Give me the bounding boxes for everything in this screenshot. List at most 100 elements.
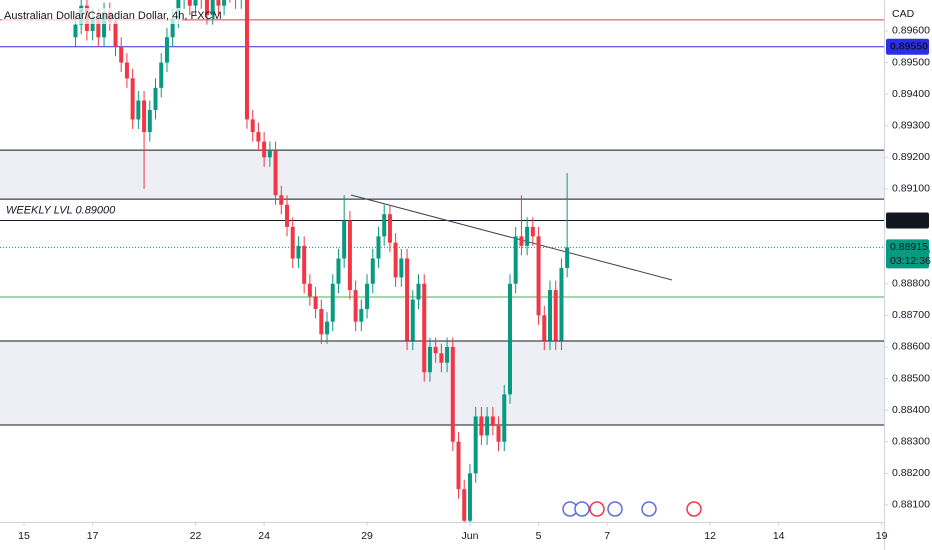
candle-body — [399, 258, 404, 278]
countdown: 03:12:36 — [890, 255, 931, 267]
y-tick-label: 0.89600 — [892, 25, 930, 37]
x-tick-label: Jun — [461, 530, 478, 542]
candle-body — [382, 214, 387, 237]
x-tick-label: 7 — [604, 530, 610, 542]
y-tick-label: 0.89500 — [892, 56, 930, 68]
event-icon — [686, 501, 702, 517]
candle-body — [244, 0, 249, 120]
candle-body — [502, 394, 507, 442]
candle-body — [456, 441, 461, 490]
y-tick-label: 0.89300 — [892, 120, 930, 132]
y-tick-label: 0.89100 — [892, 183, 930, 195]
y-tick-label: 0.88400 — [892, 404, 930, 416]
candle-body — [347, 220, 352, 291]
candle-body — [290, 226, 295, 259]
candle-body — [187, 0, 192, 6]
candle-body — [170, 18, 175, 38]
candle-body — [279, 195, 284, 205]
candle-body — [285, 204, 290, 227]
candle-body — [102, 12, 107, 38]
candle-body — [136, 100, 141, 120]
y-tick-label: 0.88300 — [892, 436, 930, 448]
candle-body — [273, 151, 278, 196]
x-tick-label: 5 — [536, 530, 542, 542]
candle-body — [124, 62, 129, 79]
candle-body — [256, 132, 261, 142]
candle-body — [513, 236, 518, 284]
level-label-bg — [886, 38, 929, 55]
candle-body — [422, 283, 427, 373]
candle-body — [336, 258, 341, 284]
x-tick-label: 22 — [190, 530, 202, 542]
candle-body — [210, 0, 215, 16]
candle-body — [142, 100, 147, 133]
candle-body — [496, 425, 501, 442]
candle-body — [204, 0, 209, 16]
chart-title: Australian Dollar/Canadian Dollar, 4h, F… — [4, 10, 222, 22]
candle-body — [553, 290, 558, 341]
x-tick-label: 17 — [87, 530, 99, 542]
candle-body — [547, 290, 552, 341]
candle-body — [490, 416, 495, 426]
y-tick-label: 0.88700 — [892, 309, 930, 321]
y-tick-label: 0.88100 — [892, 499, 930, 511]
x-tick-label: 19 — [876, 530, 888, 542]
title-bg — [2, 8, 182, 24]
zone — [0, 150, 884, 200]
candle-body — [462, 489, 467, 521]
candle-body — [405, 258, 410, 341]
trendline — [350, 194, 673, 281]
candle-body — [113, 21, 118, 47]
y-tick-label: 0.88800 — [892, 278, 930, 290]
candle-body — [325, 321, 330, 335]
candle-body — [536, 236, 541, 316]
candle-body — [330, 283, 335, 322]
event-icon — [574, 501, 590, 517]
candle-body — [485, 416, 490, 436]
x-tick-label: 12 — [704, 530, 716, 542]
event-icon — [641, 501, 657, 517]
candle-body — [296, 245, 301, 259]
x-tick-label: 29 — [361, 530, 373, 542]
last-price-bg — [886, 239, 929, 269]
candle-body — [159, 62, 164, 88]
candle-body — [307, 283, 312, 297]
candle-body — [250, 119, 255, 133]
candle-body — [565, 247, 570, 268]
event-icon — [607, 501, 623, 517]
candle-body — [427, 346, 432, 373]
candle-body — [353, 290, 358, 322]
candle-body — [450, 346, 455, 442]
candle-body — [467, 473, 472, 521]
candle-body — [479, 416, 484, 436]
candle-body — [387, 214, 392, 243]
candle-body — [416, 283, 421, 300]
y-tick-label: 0.88200 — [892, 467, 930, 479]
candle-body — [216, 0, 221, 6]
candle-body — [359, 309, 364, 322]
candle-body — [73, 24, 78, 38]
y-tick-label: 0.88500 — [892, 372, 930, 384]
candle-body — [96, 18, 101, 38]
time-axis-bg — [0, 523, 885, 550]
candle-body — [342, 220, 347, 259]
candle-body — [267, 151, 272, 158]
candle-body — [519, 236, 524, 246]
candle-body — [119, 46, 124, 63]
candle-body — [153, 87, 158, 110]
candle-body — [164, 37, 169, 63]
candle-body — [445, 346, 450, 363]
level-label: 0.89000 — [890, 214, 928, 226]
level-label: 0.89550 — [890, 41, 928, 53]
candle-body — [370, 258, 375, 284]
y-tick-label: 0.89400 — [892, 88, 930, 100]
candle-body — [439, 353, 444, 363]
x-tick-label: 15 — [18, 530, 30, 542]
candle-body — [262, 141, 267, 158]
candle-body — [525, 226, 530, 246]
event-icon — [589, 501, 605, 517]
candle-body — [559, 267, 564, 341]
candle-body — [473, 416, 478, 474]
